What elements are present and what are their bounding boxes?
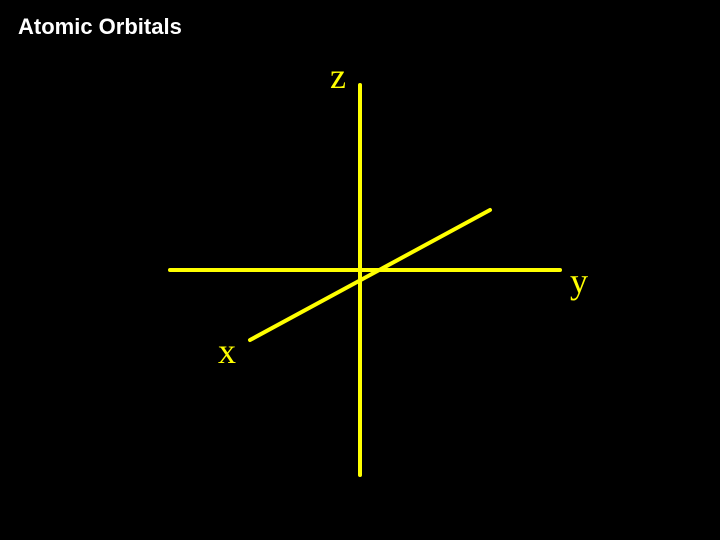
z-axis-label: z — [330, 55, 346, 97]
axes-diagram — [0, 0, 720, 540]
y-axis-label: y — [570, 260, 588, 302]
x-axis-label: x — [218, 330, 236, 372]
x-axis-line — [250, 210, 490, 340]
